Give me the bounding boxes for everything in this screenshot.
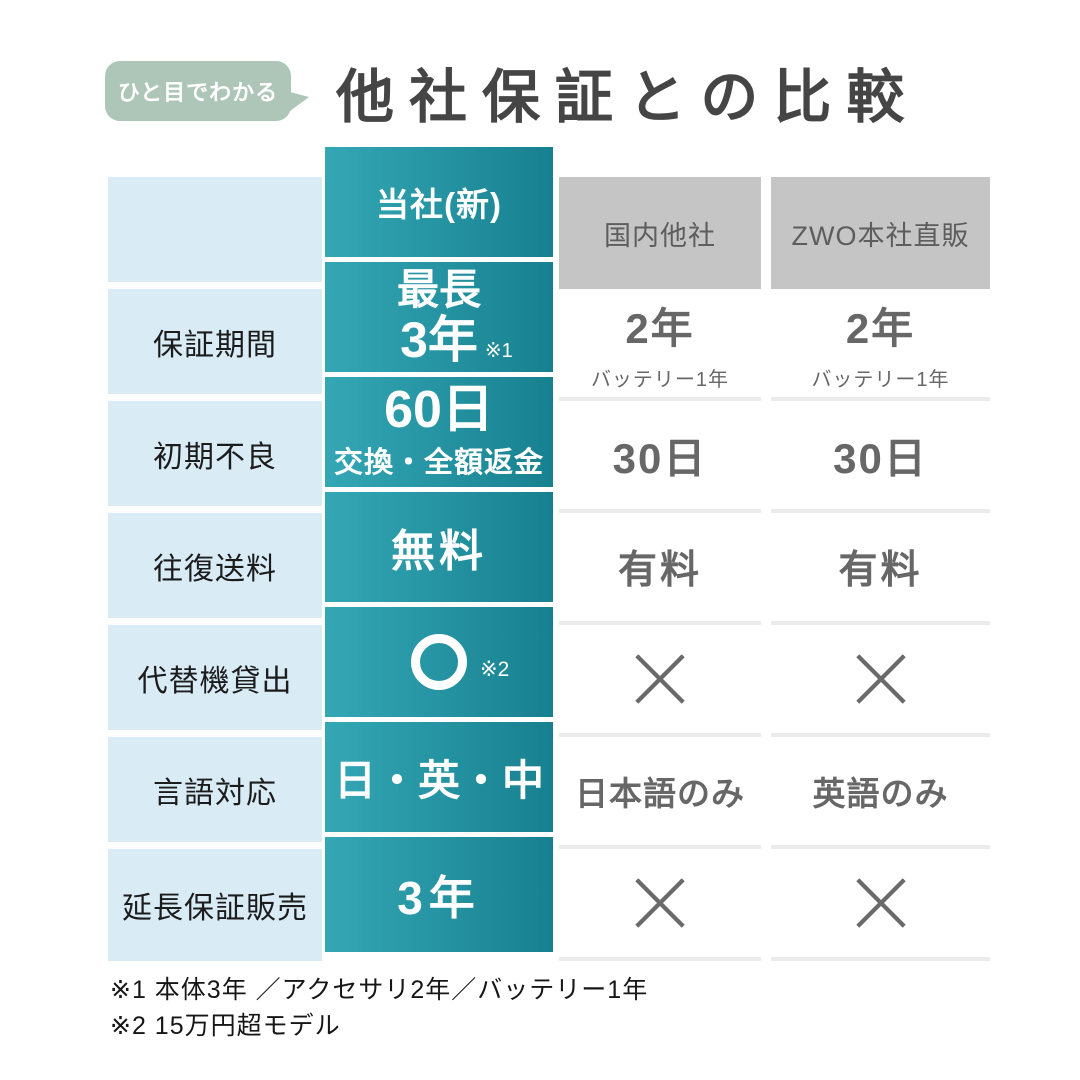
column-header-zwo: ZWO本社直販: [771, 177, 990, 289]
cell-ours-shipping: 無料: [325, 492, 553, 607]
row-label-defect: 初期不良: [108, 401, 322, 513]
warranty-sub: バッテリー1年: [811, 368, 950, 391]
row-labels-column: 保証期間 初期不良 往復送料 代替機貸出 言語対応 延長保証販売: [108, 177, 322, 961]
defect-value: 60日: [384, 380, 494, 439]
cell-domestic-loaner: [559, 625, 761, 737]
cell-zwo-loaner: [771, 625, 990, 737]
cell-zwo-defect: 30日: [771, 401, 990, 513]
cross-no-icon: [635, 654, 685, 704]
cell-ours-extended: 3年: [397, 871, 481, 924]
cross-no-icon: [855, 878, 906, 928]
footnote-2: ※2 15万円超モデル: [110, 1012, 341, 1040]
cell-domestic-defect: 30日: [559, 401, 761, 513]
badge-label: ひと目でわかる: [117, 80, 279, 105]
defect-sub: 交換・全額返金: [333, 447, 544, 480]
warranty-prefix: 最長: [396, 266, 481, 313]
warranty-sub: バッテリー1年: [590, 368, 730, 391]
cross-no-icon: [635, 878, 685, 928]
circle-yes-icon: [411, 634, 467, 690]
cell-ours-warranty: 最長 3年 ※1: [325, 262, 553, 377]
footnote-1: ※1 本体3年 ／アクセサリ2年／バッテリー1年: [110, 976, 649, 1004]
cell-ours-language: 日・英・中: [325, 722, 553, 837]
footnotes: ※1 本体3年 ／アクセサリ2年／バッテリー1年 ※2 15万円超モデル: [110, 972, 648, 1044]
warranty-value: 2年: [845, 304, 916, 352]
row-label-warranty: 保証期間: [108, 289, 322, 401]
badge-tail-icon: [286, 91, 309, 114]
footnote-ref-1: ※1: [484, 340, 513, 362]
warranty-value: 3年: [400, 312, 478, 368]
domestic-column: 国内他社 2年 バッテリー1年 30日 有料 日本語のみ: [559, 177, 761, 961]
row-label-shipping: 往復送料: [108, 513, 322, 625]
row-label-extended: 延長保証販売: [108, 849, 322, 961]
column-header-domestic: 国内他社: [559, 177, 761, 289]
row-label-loaner: 代替機貸出: [108, 625, 322, 737]
cell-ours-defect: 60日 交換・全額返金: [325, 377, 553, 492]
eyecatch-badge: ひと目でわかる: [105, 61, 309, 121]
cell-zwo-extended: [771, 849, 990, 961]
cell-zwo-language: 英語のみ: [771, 737, 990, 849]
cell-domestic-extended: [559, 849, 761, 961]
page-title: 他社保証との比較: [336, 65, 920, 130]
comparison-table: 保証期間 初期不良 往復送料 代替機貸出 言語対応 延長保証販売 当社(新) 最…: [108, 147, 990, 961]
cell-domestic-language: 日本語のみ: [559, 737, 761, 849]
cross-no-icon: [855, 654, 906, 704]
zwo-column: ZWO本社直販 2年 バッテリー1年 30日 有料 英語のみ: [771, 177, 990, 961]
cell-domestic-warranty: 2年 バッテリー1年: [559, 289, 761, 401]
row-label-language: 言語対応: [108, 737, 322, 849]
warranty-value: 2年: [625, 304, 695, 352]
cell-zwo-shipping: 有料: [771, 513, 990, 625]
corner-cell: [108, 177, 322, 289]
cell-ours-loaner: ※2: [325, 607, 553, 722]
cell-domestic-shipping: 有料: [559, 513, 761, 625]
footnote-ref-2: ※2: [480, 658, 510, 681]
cell-zwo-warranty: 2年 バッテリー1年: [771, 289, 990, 401]
column-header-ours: 当社(新): [325, 147, 553, 262]
ours-column: 当社(新) 最長 3年 ※1 60日 交換・全額返金 無料 ※2 日・英・中: [325, 147, 553, 952]
